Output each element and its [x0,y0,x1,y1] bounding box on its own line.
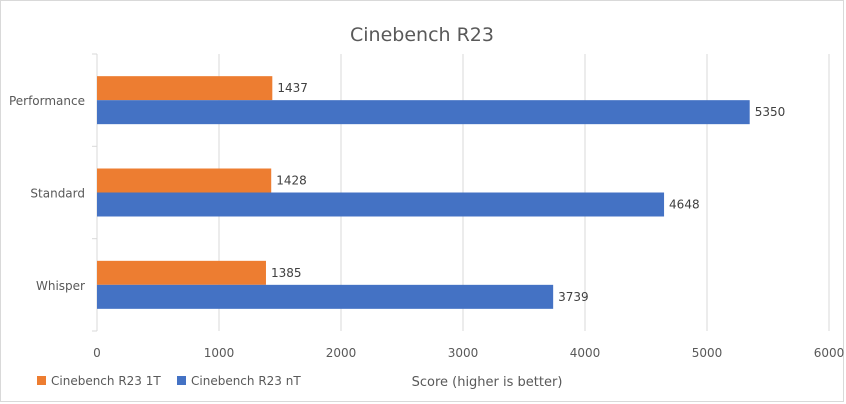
x-tick-label: 1000 [204,346,235,360]
bar [97,192,665,217]
x-axis-title: Score (higher is better) [412,375,563,390]
bar [97,76,273,101]
data-label: 4648 [669,198,700,212]
bar [97,100,750,125]
x-tick-label: 4000 [570,346,601,360]
chart-title: Cinebench R23 [350,24,494,46]
data-label: 5350 [755,105,786,119]
data-label: 1437 [277,81,308,95]
bar [97,284,554,309]
x-tick-label: 6000 [814,346,845,360]
x-tick-labels: 0 1000 2000 3000 4000 5000 6000 [93,346,844,360]
data-label: 3739 [558,290,589,304]
x-tick-label: 2000 [326,346,357,360]
category-labels: Performance Standard Whisper [9,94,85,293]
x-tick-label: 0 [93,346,101,360]
bar [97,260,266,285]
bar [97,168,272,193]
category-label: Performance [9,94,85,108]
category-label: Standard [30,187,85,201]
legend-label: Cinebench R23 1T [51,374,161,388]
legend-swatch [37,376,46,385]
legend-swatch [177,376,186,385]
legend: Cinebench R23 1T Cinebench R23 nT [37,374,301,388]
data-labels: 1437 5350 1428 4648 1385 3739 [271,81,785,304]
bars [97,76,750,309]
data-label: 1428 [276,174,307,188]
x-tick-label: 5000 [692,346,723,360]
category-label: Whisper [36,279,85,293]
x-tick-label: 3000 [448,346,479,360]
data-label: 1385 [271,266,302,280]
legend-label: Cinebench R23 nT [191,374,301,388]
